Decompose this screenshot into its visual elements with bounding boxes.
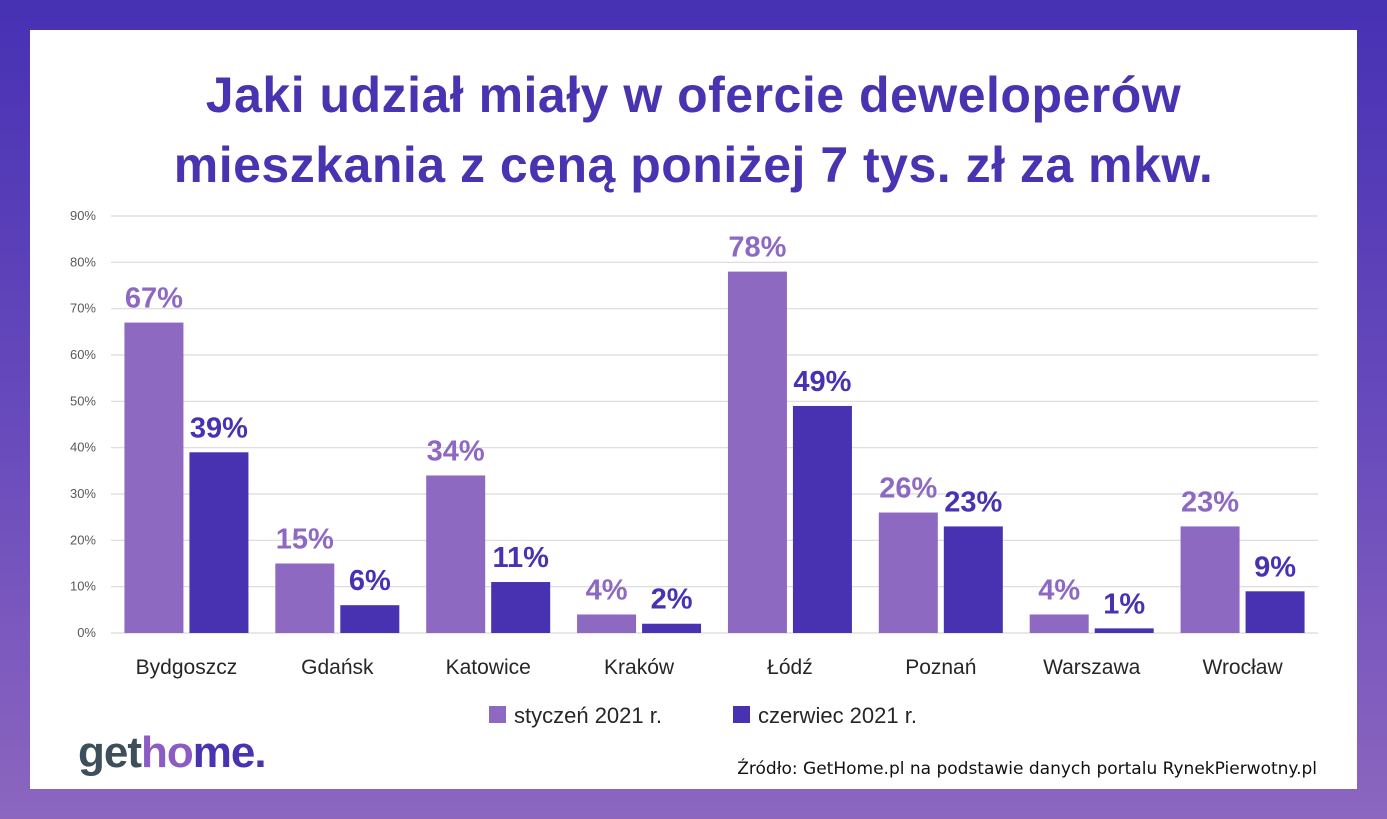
bar <box>426 475 486 633</box>
data-label: 34% <box>427 435 485 467</box>
bar <box>491 582 551 633</box>
bar <box>1094 628 1154 633</box>
x-tick-label: Wrocław <box>1203 656 1284 679</box>
y-tick-label: 90% <box>70 208 96 223</box>
gethome-logo: gethome. <box>78 728 267 777</box>
chart-panel <box>30 30 1357 789</box>
x-tick-label: Warszawa <box>1043 656 1141 679</box>
data-label: 23% <box>1181 486 1239 518</box>
bar <box>340 605 400 633</box>
bar <box>1245 591 1305 633</box>
legend-label: czerwiec 2021 r. <box>758 703 917 728</box>
bar <box>124 322 184 633</box>
bar <box>1180 526 1240 633</box>
x-tick-label: Łódź <box>767 656 813 679</box>
y-tick-label: 30% <box>70 486 96 501</box>
data-label: 67% <box>125 283 183 315</box>
bar <box>792 405 852 633</box>
bar <box>1029 614 1089 633</box>
data-label: 9% <box>1254 551 1296 583</box>
bar <box>642 623 702 633</box>
data-label: 23% <box>944 486 1002 518</box>
bar <box>878 512 938 633</box>
x-tick-label: Gdańsk <box>301 656 374 679</box>
data-label: 2% <box>651 584 693 616</box>
chart-title-line-1: Jaki udział miały w ofercie deweloperów <box>205 67 1182 123</box>
y-tick-label: 80% <box>70 254 96 269</box>
bar <box>577 614 637 633</box>
y-tick-label: 0% <box>77 625 96 640</box>
x-tick-label: Katowice <box>446 656 531 679</box>
bar <box>275 563 335 633</box>
legend-swatch <box>489 706 506 723</box>
data-label: 26% <box>879 473 937 505</box>
y-tick-label: 10% <box>70 579 96 594</box>
y-tick-label: 50% <box>70 393 96 408</box>
x-tick-label: Kraków <box>604 656 675 679</box>
data-label: 6% <box>349 565 391 597</box>
legend-swatch <box>733 706 750 723</box>
y-tick-label: 40% <box>70 440 96 455</box>
data-label: 78% <box>728 232 786 264</box>
data-label: 4% <box>1038 574 1080 606</box>
data-label: 39% <box>190 412 248 444</box>
bar <box>943 526 1003 633</box>
data-label: 4% <box>586 574 628 606</box>
bar <box>727 271 787 633</box>
x-tick-label: Poznań <box>905 656 976 679</box>
data-label: 1% <box>1103 588 1145 620</box>
chart-title-line-2: mieszkania z ceną poniżej 7 tys. zł za m… <box>173 137 1214 193</box>
y-tick-label: 70% <box>70 301 96 316</box>
data-label: 11% <box>492 542 549 574</box>
data-label: 15% <box>276 524 334 556</box>
y-tick-label: 60% <box>70 347 96 362</box>
legend-label: styczeń 2021 r. <box>514 703 662 728</box>
bar <box>189 452 249 633</box>
source-note: Źródło: GetHome.pl na podstawie danych p… <box>737 759 1317 779</box>
x-tick-label: Bydgoszcz <box>136 656 238 679</box>
data-label: 49% <box>793 366 851 398</box>
y-tick-label: 20% <box>70 532 96 547</box>
